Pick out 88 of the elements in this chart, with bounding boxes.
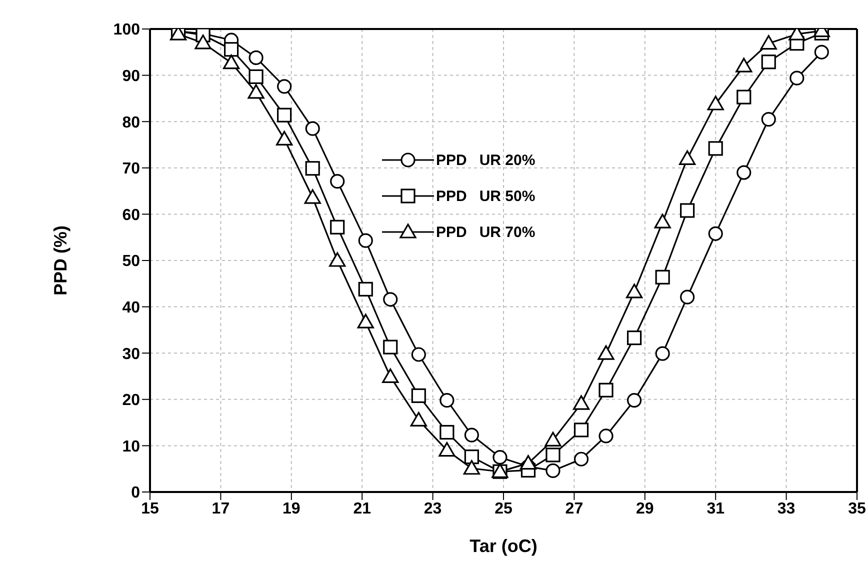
point xyxy=(544,432,562,446)
x-tick-label: 31 xyxy=(706,500,725,518)
y-tick-label: 50 xyxy=(122,253,140,270)
point xyxy=(464,428,479,442)
y-tick-label: 100 xyxy=(113,22,140,39)
point xyxy=(277,79,292,94)
y-tick-label: 40 xyxy=(122,299,140,316)
point xyxy=(680,203,695,218)
y-tick-label: 30 xyxy=(122,346,140,363)
point xyxy=(598,345,614,360)
point xyxy=(736,58,752,72)
y-tick-label: 80 xyxy=(122,114,140,132)
point xyxy=(574,422,589,438)
point xyxy=(276,130,293,146)
point xyxy=(382,368,399,384)
point xyxy=(358,282,373,297)
x-tick-label: 33 xyxy=(777,500,796,518)
y-tick-label: 90 xyxy=(122,68,140,85)
point xyxy=(464,450,479,464)
point xyxy=(572,395,590,410)
point xyxy=(655,346,670,361)
point xyxy=(248,50,264,66)
x-tick-label: 19 xyxy=(282,500,300,518)
point xyxy=(546,463,560,478)
point xyxy=(463,460,480,475)
point xyxy=(330,174,345,189)
point xyxy=(760,35,777,50)
point xyxy=(410,412,427,427)
point xyxy=(304,189,321,204)
point xyxy=(329,252,346,267)
x-tick-label: 17 xyxy=(212,500,230,518)
point xyxy=(736,165,752,180)
point xyxy=(679,150,696,165)
legend-label: PPD UR 20% xyxy=(436,152,536,168)
y-tick-label: 60 xyxy=(122,206,140,224)
point xyxy=(546,448,560,462)
point xyxy=(248,69,264,84)
point xyxy=(411,388,426,403)
point xyxy=(383,292,398,307)
y-tick-label: 70 xyxy=(122,160,140,178)
x-axis-title: Tar (oC) xyxy=(470,536,538,556)
point xyxy=(654,214,671,228)
point xyxy=(736,90,752,104)
point xyxy=(383,340,398,354)
point xyxy=(305,161,320,176)
x-tick-label: 29 xyxy=(636,500,654,518)
point xyxy=(814,44,829,60)
point xyxy=(655,270,670,284)
point xyxy=(708,226,723,241)
point xyxy=(520,454,537,470)
point xyxy=(223,54,240,70)
point xyxy=(680,290,695,304)
x-tick-label: 23 xyxy=(424,500,442,518)
legend-label: PPD UR 50% xyxy=(436,188,536,204)
point xyxy=(440,393,454,408)
point xyxy=(761,112,776,127)
point xyxy=(357,314,374,328)
y-tick-label: 20 xyxy=(122,392,140,410)
point xyxy=(440,424,454,440)
point xyxy=(626,393,642,408)
point xyxy=(194,34,212,50)
point xyxy=(224,42,239,57)
x-tick-label: 15 xyxy=(141,500,159,518)
point xyxy=(277,108,292,122)
point xyxy=(626,284,643,298)
point xyxy=(438,442,456,457)
point xyxy=(492,450,508,465)
point xyxy=(248,84,264,99)
point xyxy=(707,96,724,110)
point xyxy=(708,141,723,156)
point xyxy=(598,382,614,398)
point xyxy=(330,220,345,234)
point xyxy=(626,330,642,346)
point xyxy=(305,121,320,136)
x-tick-label: 27 xyxy=(565,500,584,518)
legend-label: PPD UR 70% xyxy=(436,224,536,240)
y-tick-label: 0 xyxy=(131,484,140,502)
point xyxy=(790,70,804,86)
point xyxy=(358,233,373,248)
x-tick-label: 35 xyxy=(848,500,866,518)
point xyxy=(411,347,426,362)
point xyxy=(574,452,589,466)
x-tick-label: 21 xyxy=(353,500,372,518)
point xyxy=(598,428,614,444)
x-tick-label: 25 xyxy=(494,500,512,518)
y-axis-title: PPD (%) xyxy=(50,225,70,296)
y-tick-label: 10 xyxy=(122,438,140,456)
point xyxy=(761,54,776,70)
